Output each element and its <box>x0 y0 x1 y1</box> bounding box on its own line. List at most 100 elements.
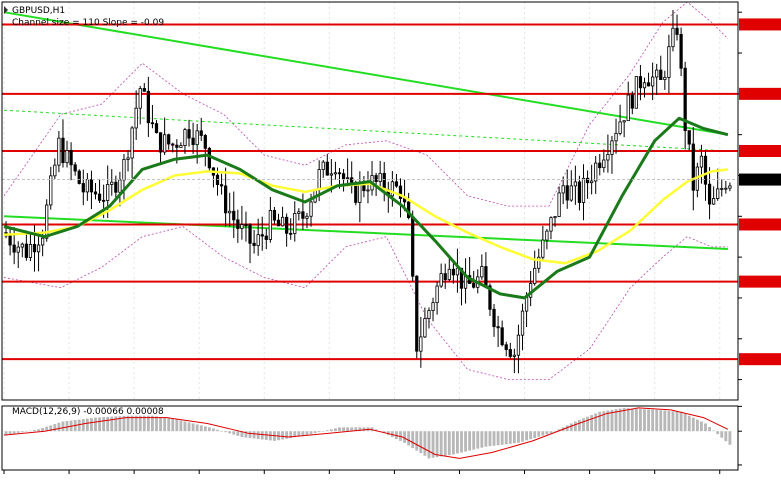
macd-bar <box>456 431 459 454</box>
macd-bar <box>45 426 49 432</box>
macd-bar <box>403 431 406 443</box>
macd-bar <box>639 408 642 432</box>
macd-bar <box>138 415 142 432</box>
macd-bar <box>614 409 618 432</box>
expand-arrow-icon[interactable] <box>4 6 8 14</box>
candle-body <box>69 150 73 166</box>
candle-body <box>248 224 252 244</box>
candle-body <box>358 182 362 203</box>
macd-bar <box>626 408 630 432</box>
macd-bar <box>622 407 626 432</box>
candle-body <box>659 69 663 80</box>
candle-body <box>472 283 476 288</box>
macd-bar <box>557 429 561 432</box>
macd-bar <box>643 409 646 432</box>
candle-body <box>175 144 179 148</box>
macd-bar <box>195 424 199 432</box>
macd-bar <box>187 422 191 432</box>
macd-bar <box>85 418 89 432</box>
macd-bar <box>163 417 167 432</box>
symbol-title: GBPUSD,H1 <box>12 6 65 16</box>
macd-bar <box>708 427 711 432</box>
macd-bar <box>98 417 101 432</box>
price-pane-border <box>1 1 739 401</box>
candle-body <box>293 213 297 234</box>
candle-body <box>228 210 232 214</box>
macd-bar <box>228 431 232 434</box>
macd-bar <box>57 422 61 432</box>
macd-bar <box>480 431 484 448</box>
macd-bar <box>81 419 85 432</box>
level-tag <box>739 218 781 231</box>
macd-bar <box>212 428 215 432</box>
candle-body <box>573 181 577 187</box>
macd-bar <box>41 427 45 432</box>
macd-bar <box>700 421 703 432</box>
macd-bar <box>671 411 675 432</box>
macd-bar <box>695 419 699 432</box>
candle-body <box>520 310 525 336</box>
candle-body <box>122 159 126 181</box>
macd-bar <box>602 411 606 432</box>
candle-body <box>634 76 638 109</box>
candle-body <box>49 175 53 206</box>
candle-body <box>8 235 12 246</box>
macd-bar <box>90 418 93 432</box>
macd-bar <box>199 425 203 432</box>
macd-bar <box>301 431 305 436</box>
macd-bar <box>313 431 317 434</box>
candle-body <box>354 184 358 203</box>
candle-body <box>378 172 382 182</box>
candle-body <box>496 326 500 329</box>
macd-bar <box>183 421 187 432</box>
macd-bar <box>61 421 65 432</box>
macd-bar <box>541 431 545 436</box>
candle-body <box>341 173 346 180</box>
candle-body <box>480 266 484 278</box>
macd-bar <box>248 431 252 438</box>
candle-body <box>594 162 598 182</box>
candle-body <box>158 132 163 153</box>
macd-bar <box>102 417 106 432</box>
candle-body <box>171 143 175 146</box>
macd-bar <box>236 431 240 436</box>
candle-body <box>252 242 256 246</box>
candle-body <box>32 244 37 253</box>
macd-bar <box>175 419 179 432</box>
candle-body <box>415 275 419 352</box>
macd-bar <box>500 431 504 445</box>
level-tag <box>739 353 781 366</box>
macd-bar <box>610 409 614 432</box>
macd-bar <box>508 431 512 444</box>
macd-bar <box>447 431 451 456</box>
candle-body <box>565 185 569 201</box>
candle-body <box>236 219 240 229</box>
macd-bar <box>537 431 541 437</box>
macd-bar <box>264 431 268 440</box>
macd-bar <box>256 431 260 439</box>
candle-body <box>419 336 423 352</box>
macd-bar <box>549 431 553 434</box>
macd-bar <box>358 427 362 432</box>
candle-body <box>679 34 683 69</box>
candle-body <box>614 132 618 142</box>
level-tag <box>739 87 781 100</box>
macd-bar <box>317 431 321 433</box>
macd-bar <box>460 431 463 453</box>
macd-bar <box>220 430 223 432</box>
macd-bar <box>232 431 236 435</box>
macd-bar <box>687 415 691 432</box>
macd-bar <box>720 431 724 438</box>
candle-body <box>224 185 228 214</box>
candle-body <box>57 137 61 166</box>
candle-body <box>728 185 732 189</box>
candle-body <box>321 161 325 170</box>
macd-bar <box>667 410 671 432</box>
candle-body <box>183 129 187 147</box>
macd-bar <box>504 431 508 445</box>
macd-bar <box>545 431 549 435</box>
candle-body <box>20 243 24 248</box>
candle-body <box>561 185 565 194</box>
